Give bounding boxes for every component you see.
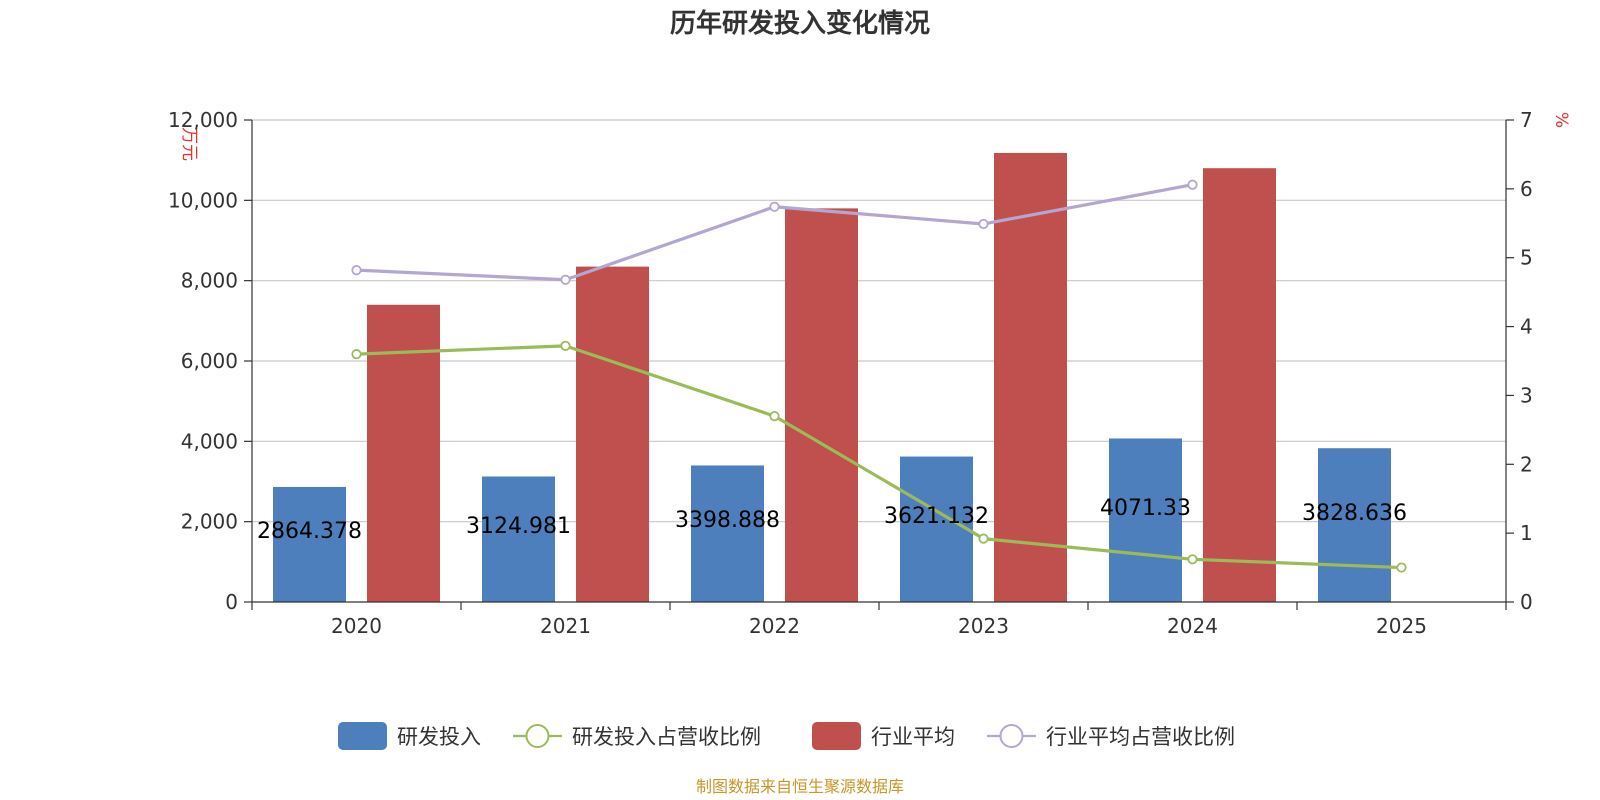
- data-label: 3398.888: [675, 508, 780, 533]
- x-axis-tick-label: 2022: [749, 614, 800, 638]
- right-axis-tick-label: 4: [1520, 315, 1533, 339]
- data-label: 3124.981: [466, 514, 571, 539]
- legend-label: 行业平均: [871, 725, 955, 749]
- x-axis-tick-label: 2024: [1167, 614, 1218, 638]
- right-axis-tick-label: 3: [1520, 383, 1533, 407]
- left-axis-tick-label: 0: [225, 590, 238, 614]
- left-axis-tick-label: 4,000: [181, 429, 238, 453]
- line-point: [1396, 562, 1407, 573]
- bar: [691, 465, 764, 602]
- line-point: [1187, 179, 1198, 190]
- line-point: [1187, 554, 1198, 565]
- data-labels: 2864.378 3124.981 3398.888 3621.132 4071.33 3…: [257, 496, 1407, 544]
- data-label: 3828.636: [1302, 501, 1407, 526]
- line-point: [351, 349, 362, 360]
- right-axis-tick-label: 7: [1520, 108, 1533, 132]
- left-axis-tick-label: 8,000: [181, 269, 238, 293]
- source-note: 制图数据来自恒生聚源数据库: [696, 777, 904, 796]
- line-point: [351, 265, 362, 276]
- series-line: [356, 183, 1193, 282]
- right-axis-tick-label: 1: [1520, 521, 1533, 545]
- line-point: [560, 340, 571, 351]
- bar: [367, 304, 440, 602]
- legend-label: 行业平均占营收比例: [1046, 725, 1235, 749]
- line-point: [769, 410, 780, 422]
- bar: [576, 266, 649, 602]
- legend-marker: [999, 724, 1024, 748]
- x-axis-tick-label: 2020: [331, 614, 382, 638]
- legend-swatch: [338, 722, 387, 750]
- x-axis-tick-label: 2021: [540, 614, 591, 638]
- data-label: 3621.132: [884, 504, 989, 529]
- bar: [273, 486, 346, 602]
- axes: 0 2,000 4,000 6,000 8,000 10,000 12,000 0 1 2 3 4 5 6…: [168, 108, 1533, 638]
- grid: [252, 119, 1506, 523]
- bar: [1109, 438, 1182, 602]
- legend-label: 研发投入: [397, 725, 481, 749]
- data-label: 4071.33: [1100, 496, 1191, 521]
- legend-label: 研发投入占营收比例: [572, 725, 761, 749]
- bar: [900, 456, 973, 602]
- series-line: [356, 344, 1402, 570]
- line-point: [978, 533, 989, 544]
- bar: [1318, 448, 1391, 602]
- left-axis-tick-label: 12,000: [168, 108, 238, 132]
- x-axis-tick-label: 2025: [1376, 614, 1427, 638]
- bar: [482, 476, 555, 602]
- legend-swatch: [812, 722, 861, 750]
- x-axis-tick-label: 2023: [958, 614, 1009, 638]
- right-axis-tick-label: 5: [1520, 246, 1533, 270]
- bar: [1203, 168, 1276, 602]
- left-axis-tick-label: 6,000: [181, 349, 238, 373]
- left-axis-tick-label: 10,000: [168, 188, 238, 212]
- chart-title: 历年研发投入变化情况: [670, 8, 930, 39]
- left-axis-tick-label: 2,000: [181, 510, 238, 534]
- right-axis-tick-label: 2: [1520, 452, 1533, 476]
- legend-marker: [525, 724, 550, 748]
- legend: 研发投入 研发投入占营收比例 行业平均 行业平均占营收比例: [338, 722, 1235, 750]
- lines: [351, 179, 1407, 573]
- right-axis-tick-label: 6: [1520, 177, 1533, 201]
- bar: [785, 208, 858, 602]
- data-label: 2864.378: [257, 519, 362, 544]
- right-axis-unit: %: [1551, 112, 1571, 128]
- right-axis-tick-label: 0: [1520, 590, 1533, 614]
- bar: [994, 152, 1067, 603]
- left-axis-unit: 万元: [179, 127, 199, 161]
- line-point: [978, 218, 989, 230]
- bars: [273, 152, 1391, 603]
- line-point: [560, 274, 571, 285]
- line-point: [769, 201, 780, 212]
